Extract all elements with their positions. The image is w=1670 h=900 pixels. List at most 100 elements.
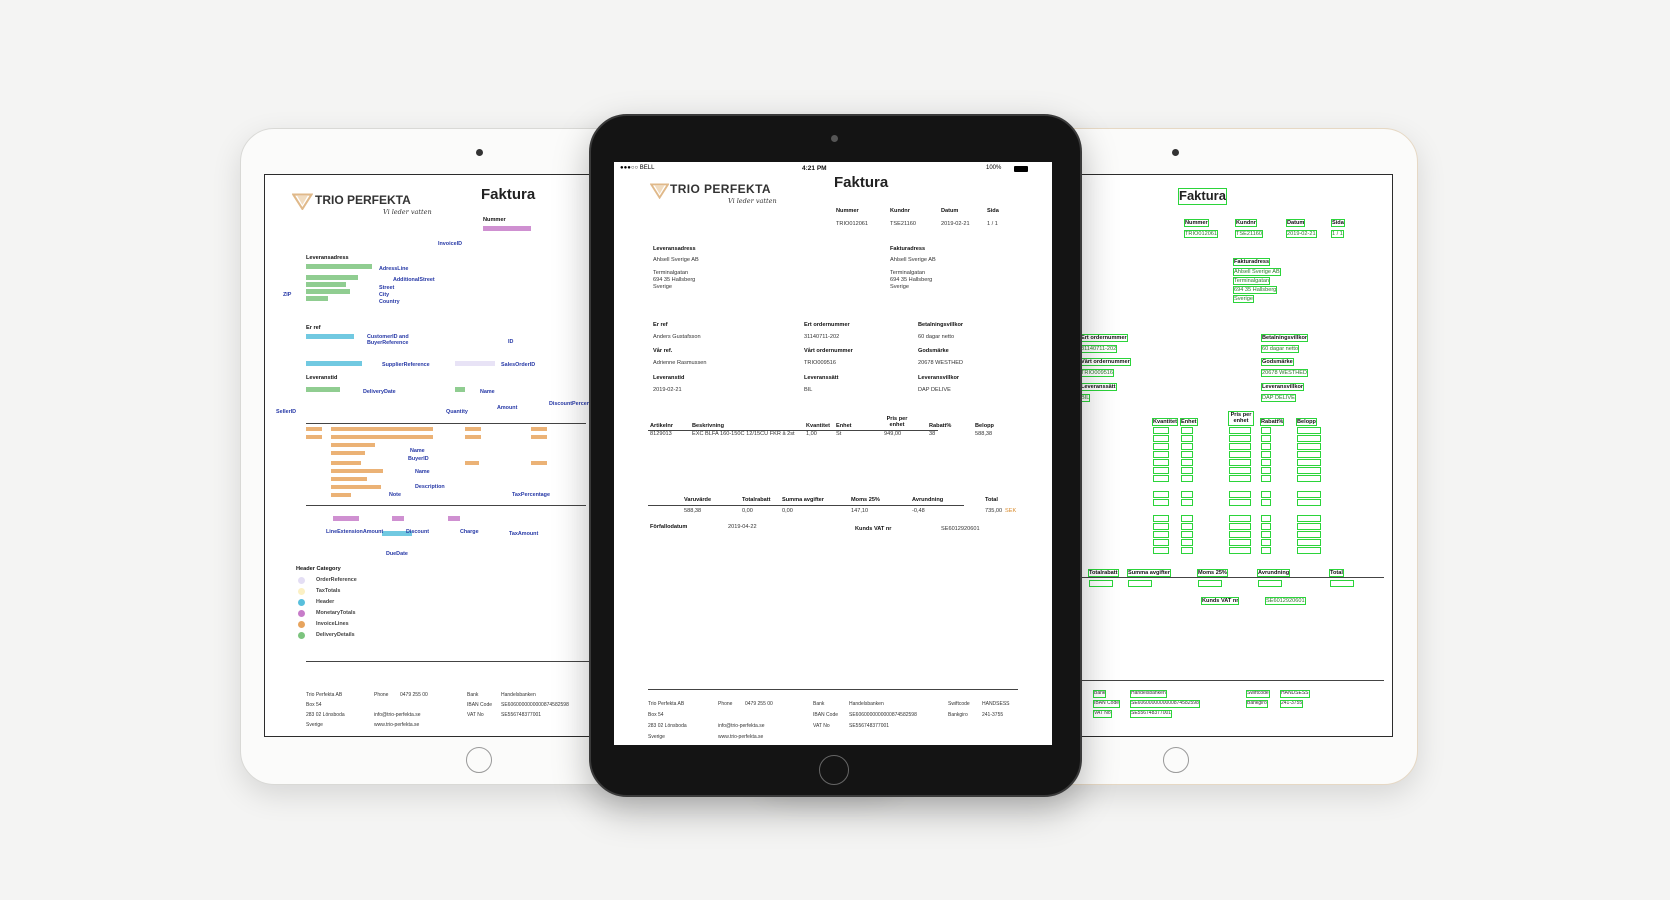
- detection-box: [1198, 580, 1222, 587]
- phone: 0479 255 00: [400, 692, 428, 698]
- highlight: [331, 435, 433, 439]
- bank-value: Handelsbanken: [501, 692, 536, 698]
- detection-box: [1229, 443, 1251, 450]
- address-line: Sverige: [653, 284, 672, 290]
- bank-label: Bank: [1092, 689, 1107, 699]
- highlight: [331, 461, 361, 465]
- detection-box: [1261, 435, 1271, 442]
- legend-label: TaxTotals: [316, 588, 341, 594]
- reference-label: Leveranstid: [306, 375, 338, 381]
- detection-box: [1128, 580, 1152, 587]
- highlight: [483, 226, 531, 231]
- reference-value: Adrienne Rasmussen: [653, 360, 707, 366]
- legend-swatch: [298, 599, 305, 606]
- header-label: Datum: [941, 208, 959, 214]
- address-line: Terminalgatan: [890, 270, 926, 276]
- highlight: [306, 387, 340, 392]
- header-value: 1 / 1: [987, 221, 998, 227]
- highlight: [306, 361, 362, 366]
- annotation-label: DeliveryDate: [363, 389, 396, 395]
- reference-label: Vår ref.: [653, 348, 673, 354]
- address-label: Fakturadress: [1232, 257, 1271, 268]
- highlight: [331, 485, 381, 489]
- highlight: [455, 361, 495, 366]
- detection-box: [1297, 435, 1321, 442]
- detection-box: [1297, 547, 1321, 554]
- total-value: -0,48: [912, 508, 925, 514]
- annotation-label: InvoiceID: [438, 241, 462, 247]
- highlight: [331, 451, 365, 455]
- vat-value: SE6012920601: [941, 526, 980, 532]
- detection-box: [1229, 427, 1251, 434]
- annotation-label: AdditionalStreet: [393, 277, 435, 283]
- address-line: Ahlsell Sverige AB: [653, 257, 699, 263]
- bank-value: SE6060000000000874582598: [501, 702, 569, 708]
- reference-label: Vårt ordernummer: [804, 348, 853, 354]
- detection-box: [1153, 427, 1169, 434]
- reference-value: 60 dagar netto: [918, 334, 955, 340]
- total-value: 147,10: [851, 508, 869, 514]
- reference-value: 31140711-202: [1079, 344, 1118, 355]
- total-value: 735,00: [985, 508, 1003, 514]
- detection-box: [1229, 475, 1251, 482]
- detection-box: [1181, 475, 1193, 482]
- annotation-label: ZIP: [283, 292, 292, 298]
- total-label: Varuvärde: [684, 497, 712, 503]
- highlight: [531, 461, 547, 465]
- logo-mark: [292, 193, 313, 211]
- detection-box: [1181, 539, 1193, 546]
- company-line: Trio Perfekta AB: [648, 701, 685, 707]
- highlight: [455, 387, 465, 392]
- rule: [1014, 577, 1384, 578]
- highlight: [306, 427, 322, 431]
- title: Faktura: [1177, 187, 1228, 206]
- annotation-label: LineExtensionAmount: [326, 529, 384, 535]
- address-label: Fakturadress: [890, 246, 926, 252]
- highlight: [333, 516, 359, 521]
- detection-box: [1229, 547, 1251, 554]
- detection-box: [1153, 523, 1169, 530]
- address-line: Ahlsell Sverige AB: [890, 257, 936, 263]
- bank-label: VAT No: [467, 712, 484, 718]
- home-button: [1163, 747, 1189, 773]
- highlight: [331, 493, 351, 497]
- header-label: Kundnr: [1234, 218, 1258, 229]
- address-label: Leveransadress: [306, 255, 349, 261]
- detection-box: [1181, 459, 1193, 466]
- detection-box: [1153, 531, 1169, 538]
- annotation-label: City: [379, 292, 390, 298]
- annotation-label: AdressLine: [379, 266, 409, 272]
- camera: [831, 135, 838, 142]
- reference-label: Vårt ordernummer: [1079, 357, 1132, 368]
- reference-value: 20678 WESTHED: [918, 360, 964, 366]
- column-header: Enhet: [836, 423, 852, 429]
- reference-label: Godsmärke: [918, 348, 949, 354]
- header-value: 2019-02-21: [1285, 229, 1318, 240]
- detection-box: [1261, 451, 1271, 458]
- reference-value: DAP DELIVE: [918, 387, 951, 393]
- annotation-label: Note: [389, 492, 401, 498]
- due-value: 2019-04-22: [728, 524, 757, 530]
- company-line: 283 02 Lönsboda: [648, 723, 687, 729]
- rule: [306, 505, 586, 506]
- column-header: Belopp: [975, 423, 994, 429]
- reference-value: Anders Gustafsson: [653, 334, 701, 340]
- bank-label: IBAN Code: [1092, 699, 1121, 709]
- column-header: Enhet: [1179, 417, 1199, 428]
- highlight: [306, 334, 354, 339]
- rule: [648, 430, 938, 431]
- total-label: Avrundning: [1256, 568, 1291, 579]
- detection-box: [1261, 491, 1271, 498]
- address-line: Terminalgatan: [1232, 276, 1271, 287]
- vat-label: Kunds VAT nr: [855, 526, 892, 532]
- detection-box: [1297, 515, 1321, 522]
- detection-box: [1153, 499, 1169, 506]
- payment-label: Bankgiro: [948, 712, 968, 718]
- header-label: Datum: [1285, 218, 1306, 229]
- header-value: 1 / 1: [1330, 229, 1345, 240]
- reference-label: Leveranssätt: [1079, 382, 1117, 393]
- detection-box: [1297, 475, 1321, 482]
- line-cell: 38: [929, 431, 936, 437]
- title: Faktura: [481, 186, 536, 203]
